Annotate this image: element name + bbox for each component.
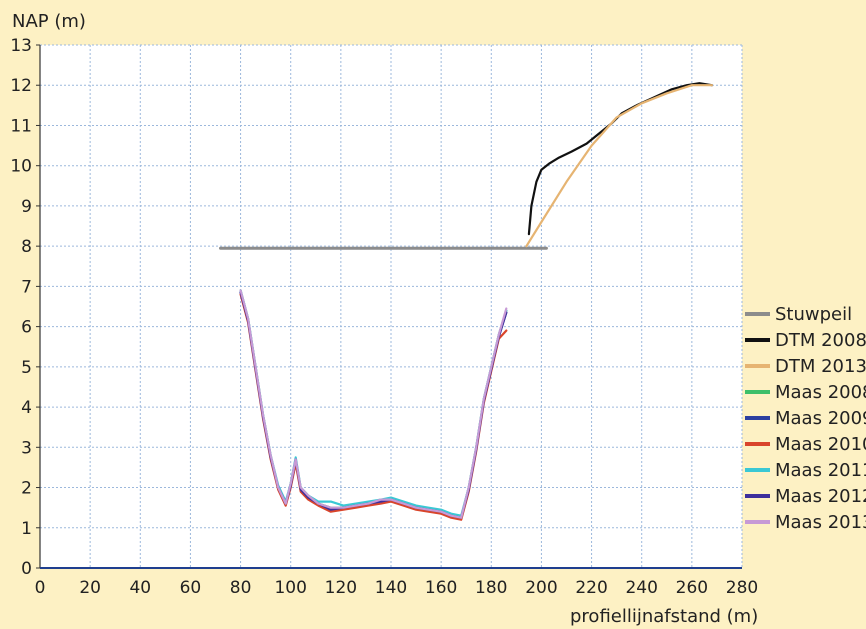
x-axis-label: profiellijnafstand (m) xyxy=(570,606,758,627)
y-tick-label: 11 xyxy=(10,116,32,136)
y-tick-label: 13 xyxy=(10,36,32,56)
x-tick-label: 180 xyxy=(475,578,507,598)
x-tick-label: 200 xyxy=(525,578,557,598)
x-tick-label: 60 xyxy=(180,578,202,598)
y-tick-label: 8 xyxy=(21,237,32,257)
y-tick-label: 6 xyxy=(21,318,32,338)
legend-label: Maas 2009 xyxy=(775,408,866,429)
series-line-8 xyxy=(239,289,508,519)
legend-label: DTM 2013 xyxy=(775,356,866,377)
y-tick-label: 7 xyxy=(21,277,32,297)
legend-label: DTM 2008 xyxy=(775,330,866,351)
axes xyxy=(39,45,742,569)
x-tick-label: 280 xyxy=(726,578,758,598)
legend-label: Stuwpeil xyxy=(775,304,852,325)
legend-label: Maas 2012 xyxy=(775,486,866,507)
x-tick-label: 120 xyxy=(325,578,357,598)
x-tick-label: 260 xyxy=(676,578,708,598)
x-tick-label: 40 xyxy=(129,578,151,598)
y-tick-label: 12 xyxy=(10,76,32,96)
legend-label: Maas 2011 xyxy=(775,460,866,481)
series-lines xyxy=(219,82,714,521)
y-tick-label: 10 xyxy=(10,157,32,177)
x-tick-label: 140 xyxy=(375,578,407,598)
x-tick-label: 160 xyxy=(425,578,457,598)
legend-label: Maas 2013 xyxy=(775,512,866,533)
y-tick-label: 0 xyxy=(21,559,32,579)
y-tick-label: 3 xyxy=(21,438,32,458)
y-tick-label: 1 xyxy=(21,519,32,539)
x-tick-label: 0 xyxy=(35,578,46,598)
series-line-2 xyxy=(525,84,714,248)
x-tick-label: 80 xyxy=(230,578,252,598)
y-tick-label: 2 xyxy=(21,479,32,499)
grid xyxy=(40,44,743,568)
legend-label: Maas 2008 xyxy=(775,382,866,403)
x-tick-label: 20 xyxy=(79,578,101,598)
x-tick-label: 240 xyxy=(625,578,657,598)
x-tick-label: 220 xyxy=(575,578,607,598)
x-tick-label: 100 xyxy=(274,578,306,598)
x-ticks: 0 20 40 60 80 100 120 140 160 180 200 220 240 260 280 xyxy=(35,578,759,598)
y-tick-label: 9 xyxy=(21,197,32,217)
y-tick-label: 5 xyxy=(21,358,32,378)
legend: Stuwpeil DTM 2008 DTM 2013 Maas 2008 Maas 20… xyxy=(745,304,866,533)
legend-label: Maas 2010 xyxy=(775,434,866,455)
series-line-1 xyxy=(527,82,714,236)
y-axis-label: NAP (m) xyxy=(12,11,86,32)
y-tick-label: 4 xyxy=(21,398,32,418)
